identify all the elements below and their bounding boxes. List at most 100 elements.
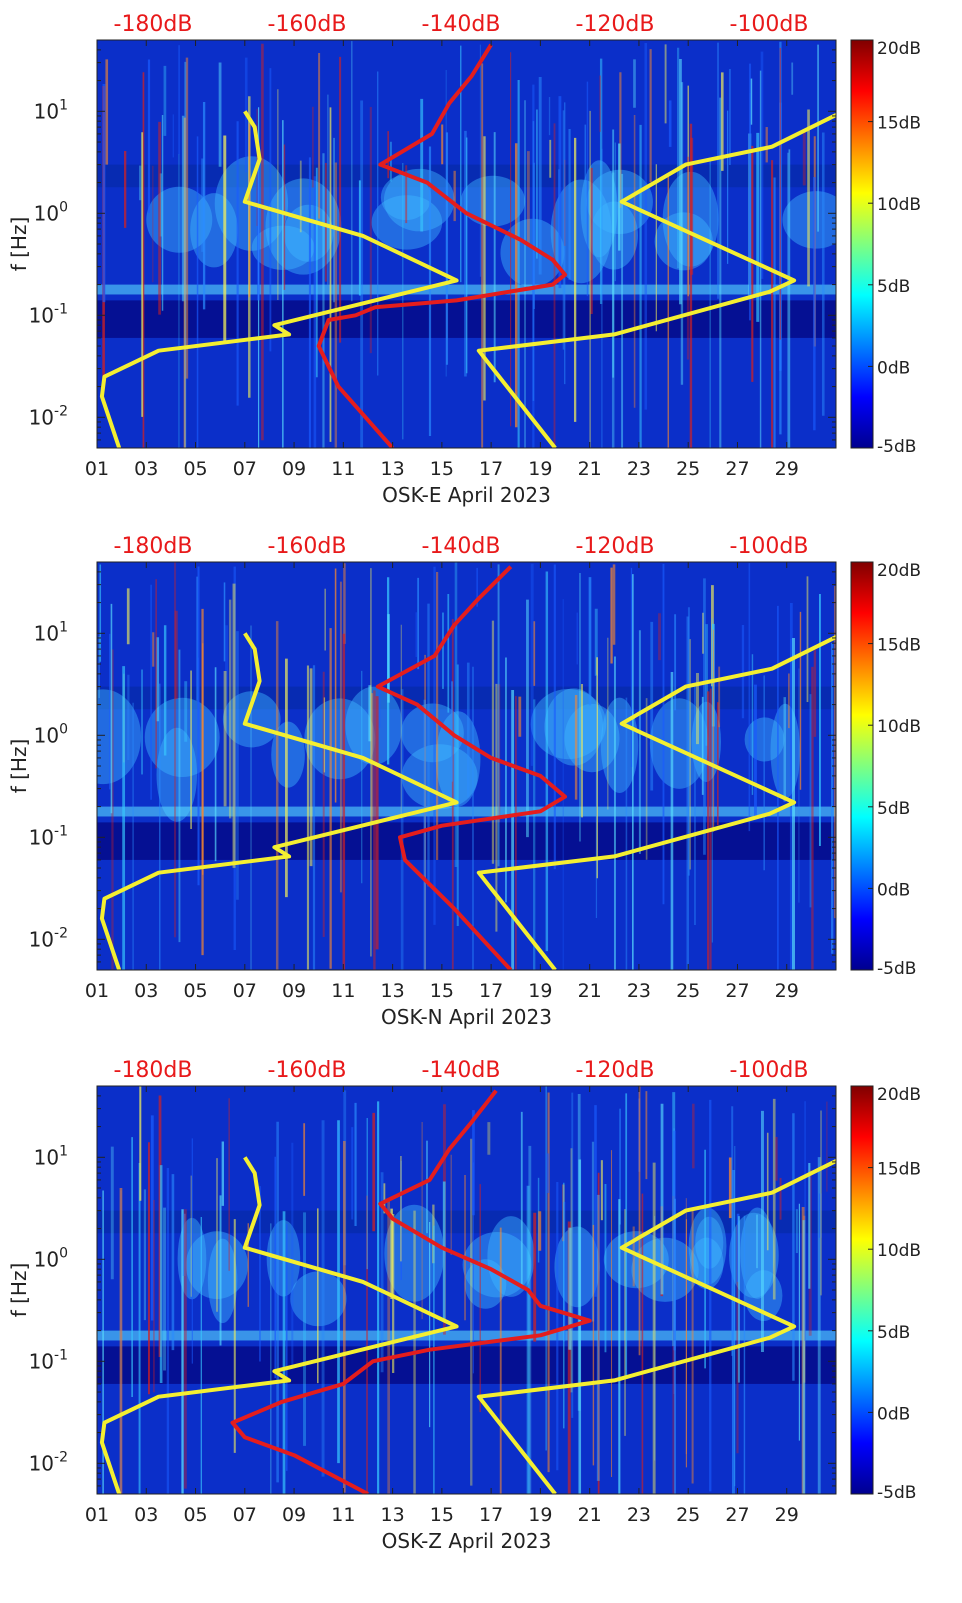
- top-axis-label: -140dB: [422, 1058, 501, 1083]
- x-tick-label: 09: [282, 1504, 306, 1526]
- x-tick-label: 05: [183, 458, 207, 480]
- colorbar-tick-label: 15dB: [877, 1160, 921, 1180]
- series-line-2: [476, 1158, 836, 1494]
- x-tick-label: 03: [134, 1504, 158, 1526]
- x-tick-label: 17: [479, 458, 503, 480]
- panel-3: 01 03 05 07 09 11 13 15 17 19 21 23 25 27 29 OSK-Z Apri…: [7, 1058, 921, 1553]
- x-tick-label: 11: [331, 980, 355, 1002]
- x-axis-label: OSK-N April 2023: [381, 1005, 552, 1029]
- top-axis-label: -140dB: [422, 12, 501, 37]
- colorbar: [850, 561, 874, 971]
- x-tick-label: 01: [85, 980, 109, 1002]
- colorbar-tick-label: 0dB: [877, 358, 910, 378]
- x-tick-label: 01: [85, 458, 109, 480]
- top-axis-label: -120dB: [576, 1058, 655, 1083]
- colorbar-tick-label: 5dB: [877, 1323, 910, 1343]
- x-axis-label: OSK-E April 2023: [382, 483, 551, 507]
- x-tick-label: 07: [233, 980, 257, 1002]
- series-line-1: [99, 110, 459, 448]
- y-tick-label: 10-2: [29, 1449, 68, 1475]
- y-tick-label: 10-1: [29, 1347, 68, 1373]
- x-tick-label: 29: [775, 980, 799, 1002]
- top-axis-label: -160dB: [268, 1058, 347, 1083]
- top-axis-label: -180dB: [114, 534, 193, 559]
- top-axis-label: -120dB: [576, 534, 655, 559]
- x-tick-label: 27: [725, 1504, 749, 1526]
- colorbar-tick-label: 15dB: [877, 114, 921, 134]
- x-tick-label: 27: [725, 458, 749, 480]
- top-axis-label: -160dB: [268, 12, 347, 37]
- x-tick-label: 03: [134, 458, 158, 480]
- colorbar-tick-label: 20dB: [877, 39, 921, 59]
- colorbar-tick-label: 15dB: [877, 636, 921, 656]
- top-axis-label: -100dB: [730, 534, 809, 559]
- x-tick-label: 21: [578, 980, 602, 1002]
- y-tick-label: 100: [34, 721, 68, 747]
- top-axis-label: -120dB: [576, 12, 655, 37]
- x-tick-label: 17: [479, 980, 503, 1002]
- colorbar-tick-label: 5dB: [877, 799, 910, 819]
- colorbar-tick-label: 20dB: [877, 561, 921, 581]
- x-tick-label: 15: [430, 458, 454, 480]
- colorbar-tick-label: 0dB: [877, 1404, 910, 1424]
- top-axis-label: -180dB: [114, 12, 193, 37]
- colorbar-tick-label: 0dB: [877, 880, 910, 900]
- top-axis-label: -100dB: [730, 12, 809, 37]
- top-axis-label: -160dB: [268, 534, 347, 559]
- colorbar: [850, 1085, 874, 1495]
- x-tick-label: 01: [85, 1504, 109, 1526]
- spectrogram: [97, 1086, 836, 1494]
- x-tick-label: 05: [183, 980, 207, 1002]
- y-tick-label: 100: [34, 199, 68, 225]
- top-axis-label: -180dB: [114, 1058, 193, 1083]
- top-axis-label: -140dB: [422, 534, 501, 559]
- colorbar-tick-label: 5dB: [877, 277, 910, 297]
- series-line-1: [99, 632, 459, 970]
- series-line-1: [99, 1156, 459, 1494]
- series-line-3: [230, 1089, 592, 1494]
- y-tick-label: 101: [34, 1143, 68, 1169]
- x-tick-label: 19: [528, 458, 552, 480]
- x-tick-label: 15: [430, 1504, 454, 1526]
- series-line-2: [476, 634, 836, 970]
- x-tick-label: 27: [725, 980, 749, 1002]
- x-tick-label: 11: [331, 458, 355, 480]
- x-tick-label: 23: [627, 980, 651, 1002]
- y-tick-label: 100: [34, 1245, 68, 1271]
- spectrogram: [97, 40, 836, 448]
- x-tick-label: 11: [331, 1504, 355, 1526]
- colorbar-tick-label: 20dB: [877, 1085, 921, 1105]
- y-tick-label: 10-1: [29, 823, 68, 849]
- colorbar-tick-label: 10dB: [877, 717, 921, 737]
- x-tick-label: 07: [233, 458, 257, 480]
- y-axis-label: f [Hz]: [7, 1263, 31, 1318]
- x-tick-label: 29: [775, 1504, 799, 1526]
- spectrogram: [97, 562, 836, 970]
- x-tick-label: 03: [134, 980, 158, 1002]
- x-tick-label: 21: [578, 1504, 602, 1526]
- x-tick-label: 05: [183, 1504, 207, 1526]
- x-tick-label: 07: [233, 1504, 257, 1526]
- x-tick-label: 19: [528, 980, 552, 1002]
- panel-2: 01 03 05 07 09 11 13 15 17 19 21 23 25 27 29 OSK-N Apri…: [7, 534, 921, 1029]
- top-axis-label: -100dB: [730, 1058, 809, 1083]
- x-tick-label: 23: [627, 458, 651, 480]
- x-tick-label: 25: [676, 980, 700, 1002]
- colorbar-tick-label: -5dB: [877, 959, 916, 979]
- colorbar-tick-label: 10dB: [877, 195, 921, 215]
- x-tick-label: 13: [381, 458, 405, 480]
- y-axis-label: f [Hz]: [7, 739, 31, 794]
- x-tick-label: 09: [282, 458, 306, 480]
- series-line-2: [476, 112, 836, 448]
- x-tick-label: 23: [627, 1504, 651, 1526]
- y-tick-label: 101: [34, 97, 68, 123]
- x-tick-label: 25: [676, 458, 700, 480]
- series-line-3: [316, 43, 567, 448]
- x-tick-label: 13: [381, 980, 405, 1002]
- y-axis-label: f [Hz]: [7, 217, 31, 272]
- x-tick-label: 15: [430, 980, 454, 1002]
- x-axis-label: OSK-Z April 2023: [382, 1529, 552, 1553]
- series-line-3: [375, 565, 567, 970]
